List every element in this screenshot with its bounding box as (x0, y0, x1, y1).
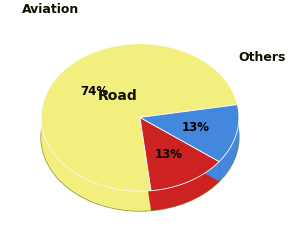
Text: Road: Road (98, 89, 138, 103)
Polygon shape (140, 118, 219, 181)
Text: Others: Others (238, 51, 286, 64)
Polygon shape (151, 162, 219, 210)
Ellipse shape (41, 64, 239, 211)
Polygon shape (41, 116, 151, 211)
Polygon shape (140, 118, 151, 210)
Polygon shape (140, 118, 219, 181)
Polygon shape (219, 116, 239, 181)
Text: 13%: 13% (155, 148, 183, 161)
Polygon shape (140, 118, 151, 210)
Text: 74%: 74% (80, 85, 108, 98)
Polygon shape (41, 44, 237, 191)
Polygon shape (140, 105, 239, 162)
Polygon shape (140, 118, 219, 191)
Text: Aviation: Aviation (21, 3, 79, 16)
Text: 13%: 13% (182, 121, 210, 134)
